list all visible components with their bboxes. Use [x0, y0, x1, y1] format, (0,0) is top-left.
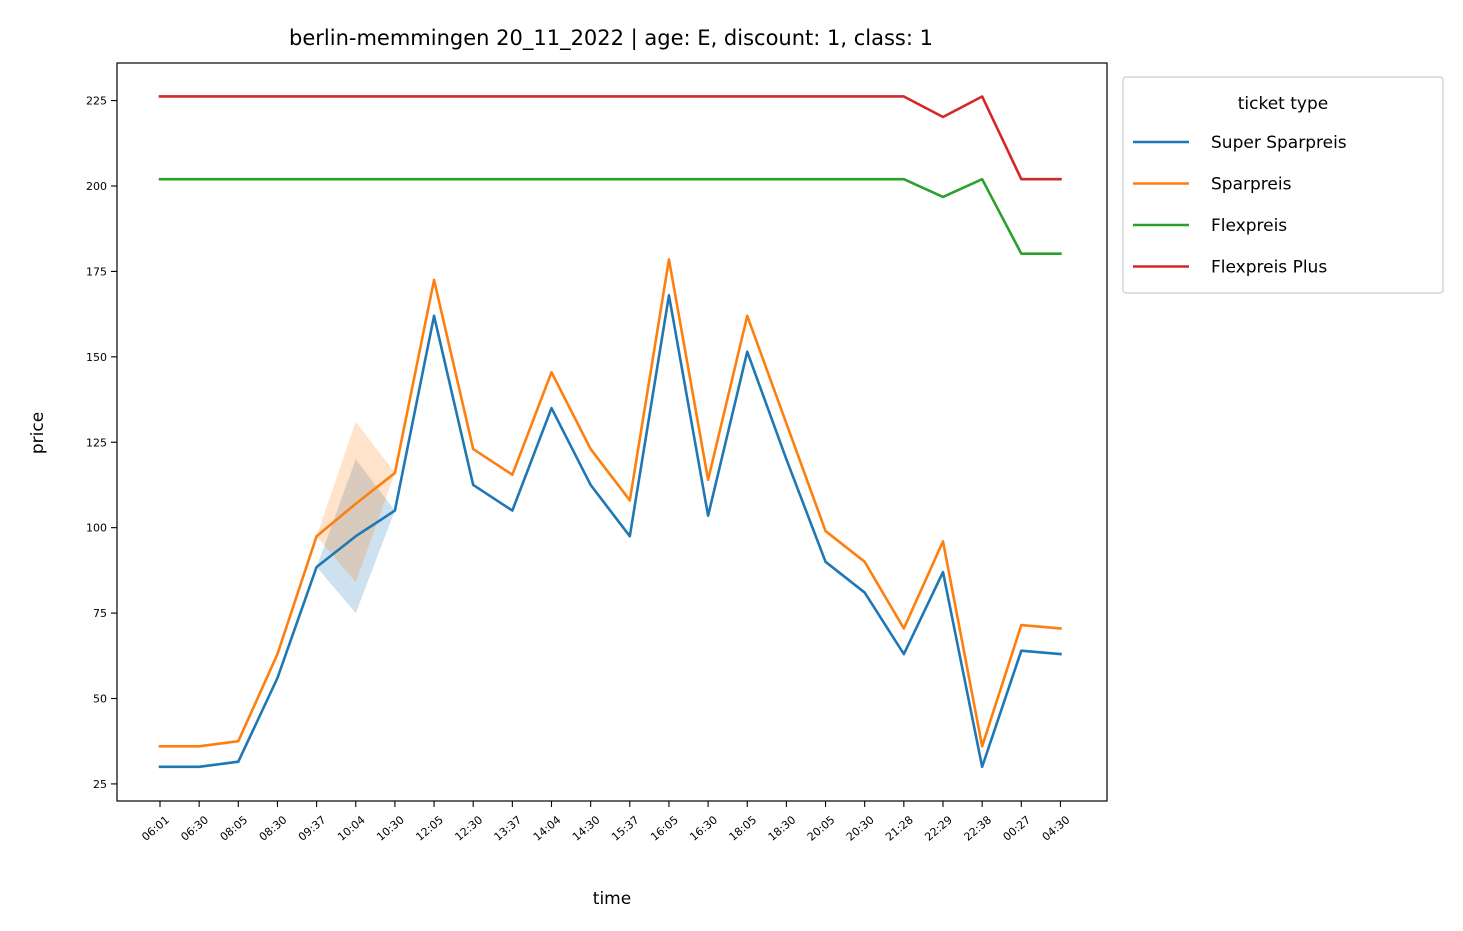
x-tick-label: 22:29 [922, 813, 955, 843]
x-tick-label: 15:37 [609, 813, 642, 843]
x-tick-label: 21:28 [883, 813, 916, 843]
x-tick-label: 18:30 [766, 813, 799, 843]
y-tick-label: 225 [86, 95, 107, 108]
y-tick-label: 175 [86, 265, 107, 278]
band-sparpreis [316, 421, 395, 583]
legend-label-flexpreis: Flexpreis [1211, 216, 1287, 236]
y-tick-label: 75 [93, 607, 107, 620]
x-tick-label: 14:30 [570, 813, 603, 843]
series-line-flexpreis-plus [158, 95, 1062, 181]
y-tick-label: 100 [86, 522, 107, 535]
series-line-super-sparpreis [158, 294, 1062, 769]
y-tick-label: 125 [86, 436, 107, 449]
x-tick-label: 16:05 [648, 813, 681, 843]
y-tick-label: 150 [86, 351, 107, 364]
y-axis-label: price [28, 412, 48, 454]
legend-box [1122, 76, 1444, 294]
x-axis-label: time [593, 889, 631, 909]
legend-label-flexpreis-plus: Flexpreis Plus [1211, 258, 1327, 278]
x-tick-label: 09:37 [296, 813, 329, 843]
y-tick-label: 50 [93, 693, 107, 706]
x-tick-label: 04:30 [1040, 813, 1073, 843]
y-tick-label: 25 [93, 778, 107, 791]
series-line-sparpreis [158, 258, 1062, 748]
plot-area [158, 95, 1062, 769]
x-tick-label: 10:30 [374, 813, 407, 843]
x-tick-label: 20:30 [844, 813, 877, 843]
x-tick-label: 00:27 [1001, 813, 1034, 843]
x-tick-label: 13:37 [492, 813, 525, 843]
legend-label-super-sparpreis: Super Sparpreis [1211, 133, 1347, 153]
x-tick-label: 18:05 [727, 813, 760, 843]
x-tick-label: 16:30 [687, 813, 720, 843]
chart-title: berlin-memmingen 20_11_2022 | age: E, di… [289, 26, 933, 51]
x-tick-label: 22:38 [961, 813, 994, 843]
x-tick-label: 10:04 [335, 813, 368, 843]
y-tick-label: 200 [86, 180, 107, 193]
series-line-flexpreis [158, 177, 1062, 255]
y-axis: 25 50 75 100 125 150 175 200 225 [86, 95, 117, 791]
legend: ticket type Super Sparpreis Sparpreis Flex… [1122, 76, 1444, 294]
x-tick-label: 08:05 [218, 813, 251, 843]
x-tick-label: 08:30 [257, 813, 290, 843]
x-tick-label: 06:30 [178, 813, 211, 843]
legend-label-sparpreis: Sparpreis [1211, 175, 1292, 195]
x-tick-label: 14:04 [531, 813, 564, 843]
x-axis: 06:01 06:30 08:05 08:30 09:37 10:04 10:30 12:05… [139, 801, 1072, 844]
legend-title: ticket type [1238, 94, 1328, 114]
plot-frame [116, 62, 1108, 802]
x-tick-label: 12:30 [452, 813, 485, 843]
x-tick-label: 20:05 [805, 813, 838, 843]
x-tick-label: 06:01 [139, 813, 172, 843]
x-tick-label: 12:05 [413, 813, 446, 843]
